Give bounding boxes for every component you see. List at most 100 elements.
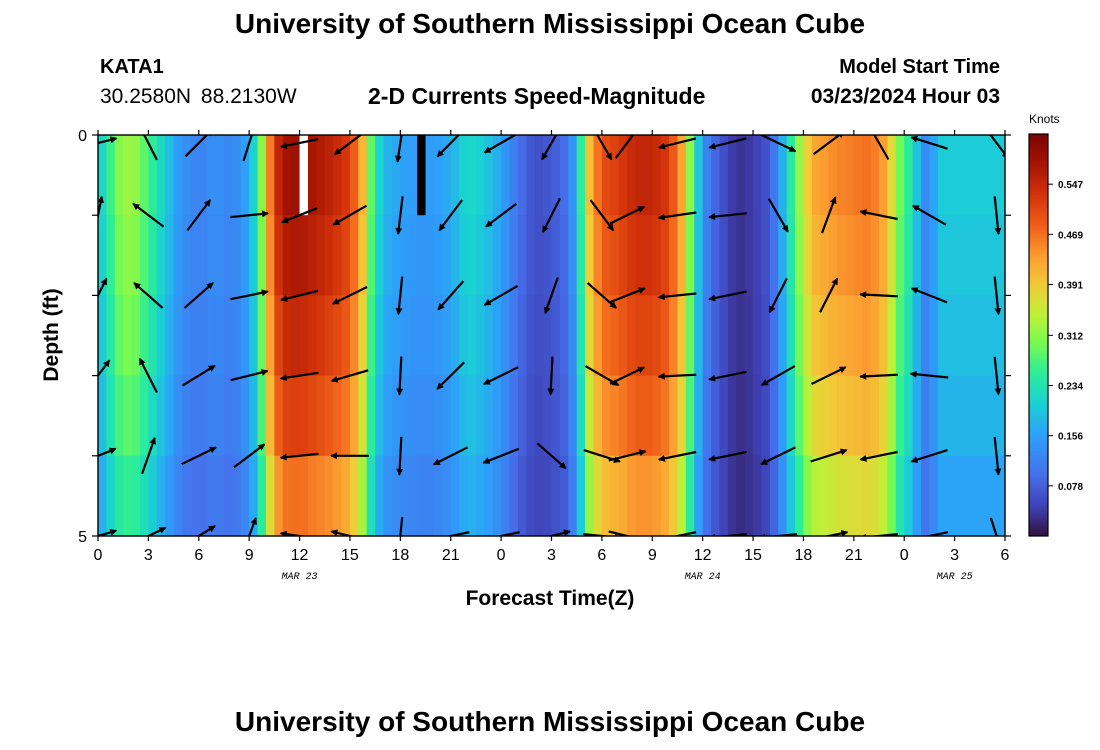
heatmap-cell bbox=[492, 295, 502, 377]
current-vector bbox=[133, 282, 164, 309]
heatmap-cell bbox=[425, 295, 435, 377]
heatmap-cell bbox=[971, 455, 981, 536]
heatmap-cell bbox=[417, 375, 427, 457]
current-vector bbox=[823, 529, 849, 536]
heatmap-cell bbox=[585, 135, 595, 216]
heatmap-cell bbox=[996, 135, 1005, 216]
heatmap-cell bbox=[593, 215, 603, 296]
heatmap-cell bbox=[912, 455, 922, 536]
y-axis-label: Depth (ft) bbox=[40, 288, 63, 381]
colorbar-tick-label: 0.391 bbox=[1058, 281, 1083, 292]
heatmap-cell bbox=[669, 375, 679, 457]
heatmap-cell bbox=[702, 135, 712, 216]
heatmap-cell bbox=[106, 375, 116, 457]
heatmap-cell bbox=[173, 455, 183, 536]
heatmap-cell bbox=[786, 375, 796, 457]
current-vector bbox=[396, 356, 404, 396]
current-vector bbox=[859, 450, 898, 462]
heatmap-cell bbox=[509, 295, 519, 377]
heatmap-cell bbox=[425, 135, 435, 216]
current-vector bbox=[859, 533, 898, 536]
heatmap-cell bbox=[375, 215, 385, 296]
heatmap-cell bbox=[963, 295, 973, 377]
current-vector bbox=[399, 517, 404, 536]
heatmap-cell bbox=[593, 295, 603, 377]
current-vector bbox=[143, 135, 158, 161]
heatmap-cell bbox=[887, 135, 897, 216]
heatmap-cell bbox=[845, 215, 855, 296]
heatmap-cell bbox=[929, 295, 939, 377]
chart-subtitle: 2-D Currents Speed-Magnitude bbox=[368, 83, 706, 109]
heatmap-cell bbox=[862, 135, 872, 216]
heatmap-cell bbox=[181, 455, 191, 536]
heatmap-cell bbox=[879, 135, 889, 216]
heatmap-cell bbox=[492, 135, 502, 216]
current-vector bbox=[280, 289, 319, 302]
heatmap-cell bbox=[526, 455, 536, 536]
heatmap-cell bbox=[215, 455, 225, 536]
heatmap-cell bbox=[870, 375, 880, 457]
heatmap-cell bbox=[820, 135, 830, 216]
heatmap-cell bbox=[618, 455, 628, 536]
heatmap-cell bbox=[744, 375, 754, 457]
heatmap-cell bbox=[711, 215, 721, 296]
heatmap-cell bbox=[996, 455, 1005, 536]
current-vector bbox=[395, 276, 404, 316]
heatmap-cell bbox=[744, 295, 754, 377]
heatmap-cell bbox=[232, 135, 242, 216]
heatmap-cell bbox=[324, 215, 334, 296]
current-vector bbox=[910, 135, 948, 150]
heatmap-cell bbox=[139, 215, 149, 296]
heatmap-cell bbox=[543, 375, 553, 457]
heatmap-cell bbox=[845, 375, 855, 457]
heatmap-cell bbox=[845, 135, 855, 216]
heatmap-cell bbox=[946, 455, 956, 536]
heatmap-cell bbox=[484, 215, 494, 296]
heatmap-cell bbox=[895, 455, 905, 536]
heatmap-cell bbox=[811, 215, 821, 296]
heatmap-cell bbox=[912, 295, 922, 377]
heatmap-cell bbox=[979, 135, 989, 216]
current-vector bbox=[182, 364, 216, 387]
heatmap-cell bbox=[358, 215, 368, 296]
heatmap-cell bbox=[165, 455, 175, 536]
heatmap-cell bbox=[543, 215, 553, 296]
heatmap-cell bbox=[240, 455, 250, 536]
heatmap-cell bbox=[778, 215, 788, 296]
heatmap-cell bbox=[753, 215, 763, 296]
current-vector bbox=[485, 202, 517, 228]
x-tick-label: 3 bbox=[950, 547, 959, 564]
x-tick-label: 9 bbox=[648, 547, 657, 564]
current-vector bbox=[760, 365, 796, 387]
heatmap-cell bbox=[501, 135, 511, 216]
current-vector bbox=[708, 137, 747, 150]
current-vector bbox=[145, 526, 167, 536]
heatmap-cell bbox=[694, 215, 704, 296]
heatmap-cell bbox=[148, 375, 158, 457]
heatmap-cell bbox=[929, 375, 939, 457]
heatmap-cell bbox=[627, 455, 637, 536]
heatmap-cell bbox=[240, 135, 250, 216]
heatmap-cell bbox=[694, 375, 704, 457]
heatmap-cell bbox=[778, 295, 788, 377]
heatmap-cell bbox=[341, 375, 351, 457]
heatmap-cell bbox=[971, 295, 981, 377]
heatmap-cell bbox=[232, 215, 242, 296]
heatmap-cell bbox=[811, 295, 821, 377]
current-vector bbox=[436, 361, 465, 390]
heatmap-cell bbox=[291, 135, 301, 216]
heatmap-cell bbox=[131, 215, 141, 296]
heatmap-cell bbox=[929, 135, 939, 216]
heatmap-cell bbox=[618, 135, 628, 216]
heatmap-cell bbox=[904, 455, 914, 536]
heatmap-cell bbox=[887, 295, 897, 377]
heatmap-cell bbox=[963, 135, 973, 216]
heatmap-cell bbox=[568, 215, 578, 296]
heatmap-cell bbox=[358, 455, 368, 536]
current-vector bbox=[482, 447, 520, 464]
heatmap-cell bbox=[853, 455, 863, 536]
heatmap-cell bbox=[484, 295, 494, 377]
heatmap-cell bbox=[408, 135, 418, 216]
current-vector bbox=[280, 207, 318, 224]
heatmap-cell bbox=[719, 135, 729, 216]
